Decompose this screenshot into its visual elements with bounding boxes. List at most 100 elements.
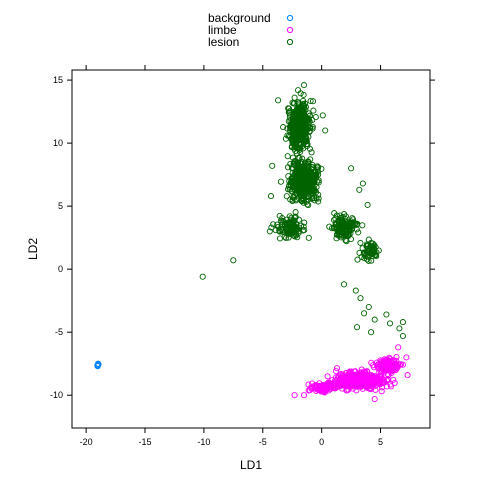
point-lesion (371, 316, 378, 323)
point-lesion (276, 228, 283, 235)
point-lesion (299, 227, 306, 234)
point-lesion (368, 329, 375, 336)
legend-label-limbe: limbe (208, 23, 237, 37)
point-lesion (301, 165, 308, 172)
point-lesion (322, 127, 329, 134)
point-limbe (334, 383, 341, 390)
point-limbe (366, 377, 373, 384)
point-limbe (300, 392, 308, 399)
point-lesion (286, 182, 293, 189)
series-lesion (199, 82, 406, 340)
legend-marker-lesion (286, 38, 294, 46)
point-lesion (289, 198, 296, 205)
legend-marker-limbe (286, 26, 294, 34)
point-lesion (278, 222, 285, 229)
point-lesion (386, 320, 394, 327)
point-lesion (357, 239, 364, 246)
point-lesion (352, 220, 359, 227)
point-limbe (372, 386, 379, 393)
x-axis-label: LD1 (240, 458, 262, 472)
x-tick-label: 5 (378, 437, 383, 447)
point-lesion (361, 250, 368, 257)
legend: background limbe lesion (208, 11, 294, 49)
point-lesion (297, 148, 304, 156)
point-lesion (349, 215, 356, 222)
point-lesion (307, 185, 314, 192)
point-limbe (386, 355, 393, 362)
point-lesion (346, 228, 353, 235)
point-lesion (353, 324, 361, 331)
point-lesion (352, 287, 359, 294)
point-lesion (270, 221, 277, 228)
point-limbe (384, 370, 391, 378)
point-lesion (287, 160, 294, 167)
point-lesion (348, 165, 355, 172)
point-limbe (334, 374, 342, 381)
point-lesion (310, 107, 317, 114)
point-lesion (339, 225, 346, 232)
x-tick-label: 0 (319, 437, 324, 447)
point-lesion (328, 225, 336, 232)
point-lesion (291, 159, 298, 166)
point-lesion (346, 225, 353, 232)
point-lesion (296, 127, 303, 134)
point-lesion (280, 124, 287, 131)
point-background (94, 363, 101, 370)
point-lesion (284, 153, 291, 160)
y-axis-label: LD2 (26, 238, 40, 260)
point-limbe (391, 379, 398, 387)
point-lesion (399, 332, 406, 340)
point-lesion (311, 172, 318, 179)
point-lesion (375, 247, 382, 254)
point-lesion (286, 178, 293, 185)
point-lesion (285, 234, 292, 241)
point-lesion (294, 234, 301, 241)
point-lesion (276, 235, 284, 242)
point-lesion (342, 232, 349, 240)
point-limbe (393, 353, 400, 361)
point-lesion (277, 178, 284, 185)
point-lesion (337, 212, 344, 219)
point-limbe (379, 364, 386, 371)
point-lesion (342, 229, 349, 236)
y-tick-label: -5 (55, 327, 63, 337)
point-lesion (309, 161, 316, 168)
point-lesion (300, 189, 307, 197)
point-limbe (378, 388, 385, 395)
point-lesion (269, 162, 276, 169)
point-lesion (266, 228, 273, 235)
point-lesion (275, 97, 282, 104)
point-lesion (365, 247, 372, 254)
y-tick-label: 0 (58, 264, 63, 274)
point-lesion (301, 173, 308, 180)
point-limbe (371, 395, 378, 403)
point-lesion (333, 235, 340, 242)
point-limbe (366, 373, 373, 380)
point-lesion (289, 169, 296, 176)
point-lesion (296, 145, 303, 152)
point-limbe (358, 366, 365, 373)
point-limbe (348, 368, 355, 375)
series-background (94, 360, 102, 370)
point-lesion (301, 127, 308, 134)
point-lesion (288, 218, 295, 225)
point-background (95, 360, 102, 367)
point-lesion (306, 145, 313, 152)
point-lesion (305, 234, 312, 241)
point-lesion (295, 195, 302, 202)
point-lesion (365, 303, 372, 311)
y-tick-label: -10 (50, 390, 63, 400)
point-lesion (313, 184, 320, 191)
point-lesion (369, 251, 376, 258)
series-limbe (291, 344, 411, 403)
y-tick-label: 10 (53, 138, 63, 148)
point-lesion (279, 215, 286, 222)
point-lesion (333, 221, 340, 228)
point-lesion (304, 201, 311, 208)
point-lesion (300, 223, 307, 230)
point-lesion (358, 253, 365, 260)
point-lesion (283, 193, 290, 200)
point-limbe (333, 374, 340, 381)
point-lesion (278, 218, 285, 225)
